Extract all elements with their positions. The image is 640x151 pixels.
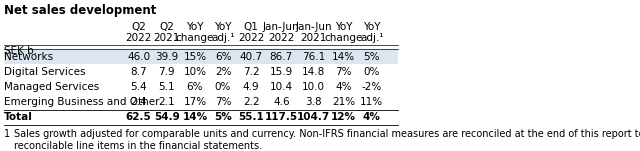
Text: 14%: 14%	[332, 52, 355, 62]
Text: 5%: 5%	[364, 52, 380, 62]
Text: 8.7: 8.7	[131, 67, 147, 77]
Text: 76.1: 76.1	[302, 52, 325, 62]
Text: Sales growth adjusted for comparable units and currency. Non-IFRS financial meas: Sales growth adjusted for comparable uni…	[14, 129, 640, 151]
Text: Emerging Business and Other: Emerging Business and Other	[4, 97, 159, 107]
Text: Jan-Jun
2021: Jan-Jun 2021	[295, 22, 332, 43]
Text: 4%: 4%	[335, 82, 352, 92]
Text: 86.7: 86.7	[269, 52, 293, 62]
Text: YoY
adj.¹: YoY adj.¹	[211, 22, 235, 43]
Text: 0%: 0%	[215, 82, 231, 92]
Text: 15.9: 15.9	[269, 67, 293, 77]
Text: Q2
2021: Q2 2021	[154, 22, 180, 43]
Text: 7.9: 7.9	[159, 67, 175, 77]
Text: 14%: 14%	[182, 112, 207, 122]
Text: 10.0: 10.0	[302, 82, 325, 92]
Text: 11%: 11%	[360, 97, 383, 107]
Text: -2%: -2%	[362, 82, 382, 92]
Text: 7.2: 7.2	[243, 67, 259, 77]
Text: Digital Services: Digital Services	[4, 67, 86, 77]
Text: 54.9: 54.9	[154, 112, 180, 122]
Text: Networks: Networks	[4, 52, 53, 62]
FancyBboxPatch shape	[4, 49, 398, 64]
Text: 7%: 7%	[335, 67, 352, 77]
Text: 12%: 12%	[331, 112, 356, 122]
Text: 5.1: 5.1	[159, 82, 175, 92]
Text: 15%: 15%	[183, 52, 207, 62]
Text: 5%: 5%	[214, 112, 232, 122]
Text: Managed Services: Managed Services	[4, 82, 99, 92]
Text: Q2
2022: Q2 2022	[125, 22, 152, 43]
Text: 14.8: 14.8	[302, 67, 325, 77]
Text: SEK b.: SEK b.	[4, 46, 37, 56]
Text: 10.4: 10.4	[270, 82, 293, 92]
Text: 4%: 4%	[363, 112, 381, 122]
Text: 117.5: 117.5	[265, 112, 298, 122]
Text: 104.7: 104.7	[297, 112, 330, 122]
Text: 7%: 7%	[215, 97, 231, 107]
Text: 40.7: 40.7	[239, 52, 263, 62]
Text: 10%: 10%	[184, 67, 207, 77]
Text: Jan-Jun
2022: Jan-Jun 2022	[263, 22, 300, 43]
Text: 21%: 21%	[332, 97, 355, 107]
Text: 2.4: 2.4	[131, 97, 147, 107]
Text: 3.8: 3.8	[305, 97, 322, 107]
Text: 2.2: 2.2	[243, 97, 259, 107]
Text: YoY
adj.¹: YoY adj.¹	[360, 22, 383, 43]
Text: YoY
change: YoY change	[324, 22, 363, 43]
Text: 2%: 2%	[215, 67, 231, 77]
Text: Total: Total	[4, 112, 33, 122]
Text: 55.1: 55.1	[238, 112, 264, 122]
Text: 17%: 17%	[183, 97, 207, 107]
Text: 62.5: 62.5	[126, 112, 152, 122]
Text: 2.1: 2.1	[159, 97, 175, 107]
Text: Q1
2022: Q1 2022	[238, 22, 264, 43]
Text: 46.0: 46.0	[127, 52, 150, 62]
Text: 6%: 6%	[215, 52, 231, 62]
Text: 0%: 0%	[364, 67, 380, 77]
Text: 39.9: 39.9	[155, 52, 179, 62]
Text: 4.9: 4.9	[243, 82, 259, 92]
Text: YoY
change: YoY change	[176, 22, 214, 43]
Text: 4.6: 4.6	[273, 97, 290, 107]
Text: 6%: 6%	[187, 82, 203, 92]
Text: Net sales development: Net sales development	[4, 4, 156, 17]
Text: 1: 1	[4, 129, 10, 139]
Text: 5.4: 5.4	[131, 82, 147, 92]
